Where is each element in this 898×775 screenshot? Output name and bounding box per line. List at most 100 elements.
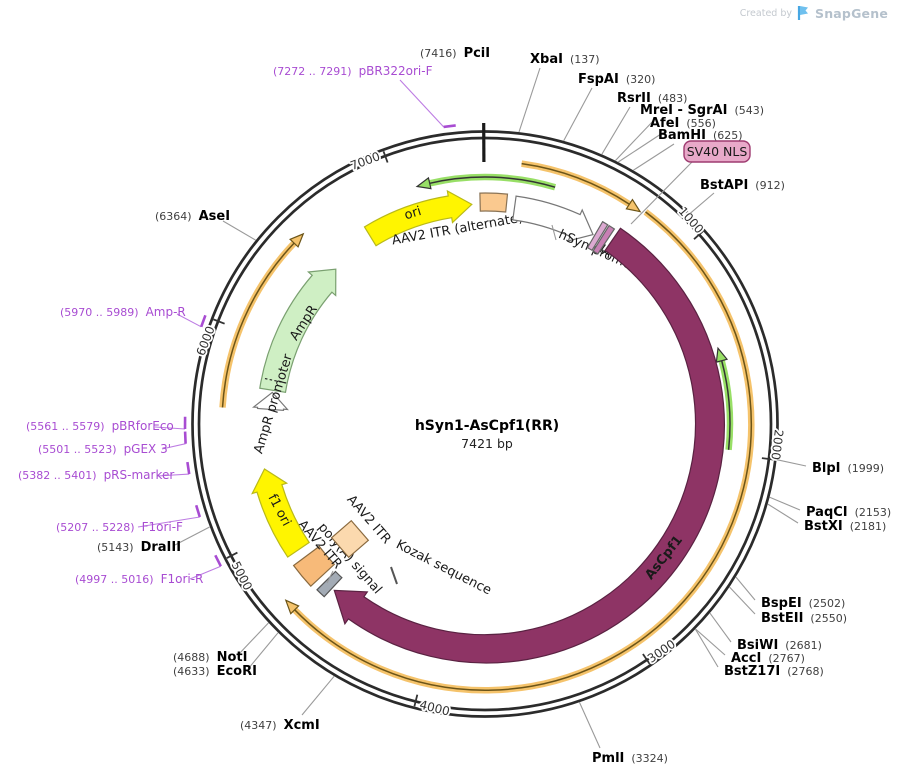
primer-site-dash xyxy=(183,431,187,444)
primer-label[interactable]: (7272 .. 7291) pBR322ori-F xyxy=(273,64,433,78)
enzyme-blpi[interactable]: BlpI (1999) xyxy=(776,459,884,476)
enzyme-bsiwi[interactable]: BsiWI (2681) xyxy=(709,612,822,653)
enzyme-label[interactable]: (4347) XcmI xyxy=(240,718,320,733)
kozak-label[interactable]: Kozak sequence xyxy=(393,537,493,598)
feature-polya[interactable] xyxy=(316,570,343,598)
scale-label-2000: 2000 xyxy=(768,429,786,461)
enzyme-ecori[interactable]: (4633) EcoRI xyxy=(173,632,279,679)
enzyme-label[interactable]: BstZ17I (2768) xyxy=(724,664,824,679)
enzyme-leader-line xyxy=(735,576,756,601)
enzyme-label[interactable]: BstEII (2550) xyxy=(761,611,847,626)
scale-tick-3000 xyxy=(642,653,651,665)
scale-tick-2000 xyxy=(761,457,774,461)
primer-leader-line xyxy=(137,516,200,528)
scale-tick-5000 xyxy=(226,551,238,559)
primer-pbr322ori-f[interactable]: (7272 .. 7291) pBR322ori-F xyxy=(273,64,456,129)
feature-kozak[interactable] xyxy=(390,566,398,585)
enzyme-bstz17i[interactable]: BstZ17I (2768) xyxy=(695,629,824,679)
primer-leader-line xyxy=(154,426,186,430)
enzyme-label[interactable]: BstXI (2181) xyxy=(804,519,886,534)
enzyme-bstxi[interactable]: BstXI (2181) xyxy=(767,503,886,534)
snapgene-logo-icon xyxy=(797,6,808,20)
plasmid-size: 7421 bp xyxy=(461,436,513,451)
enzyme-label[interactable]: RsrII (483) xyxy=(617,91,687,106)
enzyme-bamhi[interactable]: BamHI (625) xyxy=(633,128,743,171)
enzyme-asei[interactable]: (6364) AseI xyxy=(155,209,256,241)
feature-ori[interactable] xyxy=(363,189,473,247)
primer-f1ori-r[interactable]: (4997 .. 5016) F1ori-R xyxy=(75,554,222,586)
feature-aav2-itr-inner[interactable] xyxy=(330,519,370,559)
rev-orf-1-arrowhead-icon xyxy=(415,176,432,190)
feature-ascpf1[interactable] xyxy=(333,227,725,664)
primer-pgex-3-[interactable]: (5501 .. 5523) pGEX 3' xyxy=(38,431,187,456)
ampr-boundary-dash xyxy=(262,377,287,384)
enzyme-bstapi[interactable]: BstAPI (912) xyxy=(689,178,785,214)
enzyme-label[interactable]: (5143) DraIII xyxy=(97,540,181,555)
enzyme-label[interactable]: (4688) NotI xyxy=(173,650,247,665)
enzyme-leader-line xyxy=(578,702,601,749)
feature-sv40-nls[interactable] xyxy=(683,140,751,163)
enzyme-bsteii[interactable]: BstEII (2550) xyxy=(729,586,847,626)
enzyme-xbai[interactable]: XbaI (137) xyxy=(518,52,600,133)
enzyme-label[interactable]: BstAPI (912) xyxy=(700,178,785,193)
enzyme-label[interactable]: MreI - SgrAI (543) xyxy=(640,103,764,118)
sv40-nls-label[interactable]: SV40 NLS xyxy=(687,144,748,159)
primer-label[interactable]: (5561 .. 5579) pBRforEco xyxy=(26,419,174,433)
enzyme-pmli[interactable]: PmlI (3324) xyxy=(578,702,668,766)
enzyme-label[interactable]: (6364) AseI xyxy=(155,209,230,224)
enzyme-fspai[interactable]: FspAI (320) xyxy=(563,72,656,141)
enzyme-xcmi[interactable]: (4347) XcmI xyxy=(240,675,335,733)
primer-prs-marker[interactable]: (5382 .. 5401) pRS-marker xyxy=(18,461,191,482)
feature-ha-2[interactable] xyxy=(592,224,616,255)
feature-aav2-itr[interactable] xyxy=(292,545,336,588)
enzyme-label[interactable]: BamHI (625) xyxy=(658,128,743,143)
enzyme-bspei[interactable]: BspEI (2502) xyxy=(735,576,845,611)
enzyme-rsrii[interactable]: RsrII (483) xyxy=(601,91,688,155)
scale-tick-7000 xyxy=(382,150,389,163)
enzyme-label[interactable]: FspAI (320) xyxy=(578,72,655,87)
feature-ampr[interactable] xyxy=(259,268,337,393)
feature-aav2-itr-alt[interactable] xyxy=(479,192,509,213)
enzyme-label[interactable]: (4633) EcoRI xyxy=(173,664,257,679)
enzyme-paqci[interactable]: PaqCI (2153) xyxy=(769,496,892,520)
orf-3-arrowhead-icon xyxy=(289,232,305,248)
feature-hsyn-promoter[interactable] xyxy=(512,195,594,242)
orf-2-core xyxy=(294,211,753,691)
enzyme-leader-line xyxy=(617,131,665,163)
enzyme-label[interactable]: PaqCI (2153) xyxy=(806,505,891,520)
primer-label[interactable]: (4997 .. 5016) F1ori-R xyxy=(75,572,203,586)
enzyme-mrei-sgrai[interactable]: MreI - SgrAI (543) xyxy=(615,103,765,161)
created-by-branding: Created by SnapGene xyxy=(740,5,888,21)
primer-label[interactable]: (5501 .. 5523) pGEX 3' xyxy=(38,442,171,456)
enzyme-draiii[interactable]: (5143) DraIII xyxy=(97,526,210,555)
enzyme-label[interactable]: XbaI (137) xyxy=(530,52,600,67)
primer-site-dash xyxy=(443,124,456,129)
enzyme-acci[interactable]: AccI (2767) xyxy=(695,628,805,666)
primer-pbrforeco[interactable]: (5561 .. 5579) pBRforEco xyxy=(26,416,187,433)
feature-ampr-promoter[interactable] xyxy=(251,391,289,411)
enzyme-afei[interactable]: AfeI (556) xyxy=(617,116,716,163)
enzyme-noti[interactable]: (4688) NotI xyxy=(173,622,269,665)
enzyme-pcii[interactable]: (7416) PciI xyxy=(420,46,490,61)
enzyme-label[interactable]: AccI (2767) xyxy=(731,651,805,666)
primer-label[interactable]: (5970 .. 5989) Amp-R xyxy=(60,305,186,319)
primer-label[interactable]: (5382 .. 5401) pRS-marker xyxy=(18,468,174,482)
primer-leader-line xyxy=(176,313,202,328)
enzyme-label[interactable]: BlpI (1999) xyxy=(812,461,884,476)
primer-amp-r[interactable]: (5970 .. 5989) Amp-R xyxy=(60,305,207,328)
feature-ha-1[interactable] xyxy=(586,220,609,252)
enzyme-label[interactable]: BsiWI (2681) xyxy=(737,638,822,653)
primer-label[interactable]: (5207 .. 5228) F1ori-F xyxy=(56,520,183,534)
ori-label[interactable]: ori xyxy=(403,204,424,223)
snapgene-brand-text: SnapGene xyxy=(815,5,888,21)
plasmid-title: hSyn1-AsCpf1(RR) xyxy=(415,418,559,434)
feature-f1-ori[interactable] xyxy=(251,468,311,558)
enzyme-label[interactable]: (7416) PciI xyxy=(420,46,490,61)
primer-site-dash xyxy=(186,461,191,475)
enzyme-label[interactable]: BspEI (2502) xyxy=(761,596,845,611)
enzyme-leader-line xyxy=(301,675,335,716)
primer-f1ori-f[interactable]: (5207 .. 5228) F1ori-F xyxy=(56,504,202,534)
enzyme-label[interactable]: AfeI (556) xyxy=(650,116,716,131)
enzyme-label[interactable]: PmlI (3324) xyxy=(592,751,668,766)
enzyme-leader-line xyxy=(695,629,719,668)
